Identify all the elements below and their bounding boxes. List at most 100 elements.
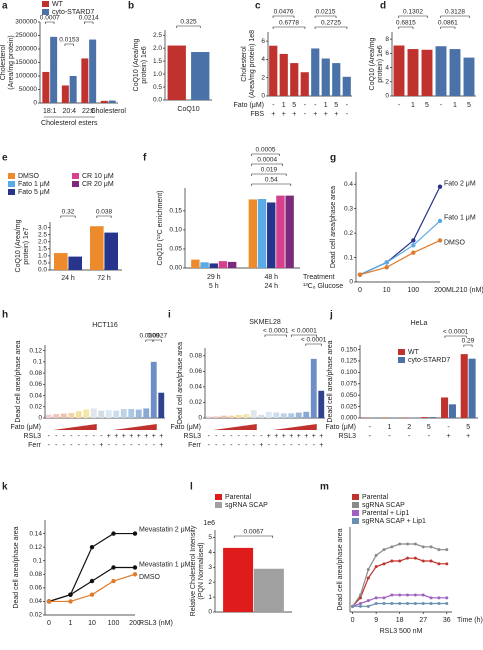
row-value: - — [260, 433, 263, 440]
point — [374, 553, 378, 557]
row-value: - — [304, 102, 307, 109]
significance-bracket — [463, 344, 473, 347]
y-tick-label: 0 — [208, 609, 212, 616]
row-value: 5 — [292, 102, 296, 109]
row-value: - — [70, 442, 73, 449]
row-value: + — [446, 433, 450, 440]
y-tick-label: 0.04 — [29, 598, 42, 605]
p-value: 0.0214 — [79, 15, 99, 22]
significance-bracket — [398, 26, 414, 29]
point — [445, 596, 449, 600]
row-value: + — [271, 111, 275, 118]
x-axis-label: Time (h) — [457, 617, 483, 624]
row-value: - — [93, 433, 96, 440]
series-label: Mevastatin 1 μM — [139, 561, 191, 568]
row-value: + — [129, 433, 133, 440]
row-value: + — [313, 111, 317, 118]
legend-swatch — [215, 494, 222, 500]
row-value: - — [208, 433, 211, 440]
x-tick-label: 100 — [108, 620, 120, 627]
row-value: - — [298, 442, 301, 449]
legend-swatch — [72, 181, 79, 187]
row-value: 29 h — [207, 274, 221, 281]
row-value: - — [398, 102, 401, 109]
p-value: 0.0004 — [257, 157, 277, 164]
y-tick-label: 1.0 — [153, 71, 162, 78]
bar — [421, 49, 433, 96]
bar — [120, 409, 127, 418]
p-value: 0.019 — [261, 167, 278, 174]
x-tick-label: 0 — [47, 620, 51, 627]
row-value: + — [319, 442, 323, 449]
bar — [228, 415, 235, 418]
row-value: - — [115, 442, 118, 449]
significance-bracket — [440, 26, 456, 29]
row-value: - — [304, 111, 307, 118]
row-value: - — [123, 442, 126, 449]
y-tick-label: 0.000 — [341, 415, 358, 422]
y-axis-label: Cholesterol — [0, 44, 7, 80]
legend-swatch — [72, 173, 79, 179]
row-value: - — [369, 424, 372, 431]
y-tick-label: 0.075 — [341, 381, 358, 388]
row-value: 5 — [334, 102, 338, 109]
y-tick-label: 1.5 — [38, 246, 47, 253]
dose-ramp — [273, 424, 317, 430]
y-tick-label: 0.125 — [341, 358, 358, 365]
row-value: - — [100, 433, 103, 440]
x-caption: RSL3 500 nM — [380, 628, 423, 635]
y-tick-label: 1.5 — [153, 58, 162, 65]
y-tick-label: 1 — [208, 594, 212, 601]
legend-swatch — [42, 9, 49, 15]
y-tick-label: 0.1 — [344, 254, 353, 261]
x-tick-label: 18:1 — [43, 108, 57, 115]
bar — [135, 409, 142, 418]
point — [358, 593, 362, 597]
bar — [285, 195, 294, 268]
row-value: + — [324, 111, 328, 118]
y-tick-label: 0.05 — [169, 246, 182, 253]
y-tick-label: 0.2 — [344, 230, 353, 237]
panel-letter: f — [143, 153, 147, 164]
legend-swatch — [352, 502, 359, 508]
row-value: + — [297, 433, 301, 440]
panel-letter: i — [168, 310, 171, 321]
y-multiplier: 1e6 — [203, 520, 215, 527]
legend-swatch — [352, 518, 359, 524]
row-value: 2 — [407, 424, 411, 431]
y-tick-label: 0.08 — [29, 370, 42, 377]
point — [382, 596, 386, 600]
x-tick-label: 10 — [88, 620, 96, 627]
point — [46, 599, 52, 604]
y-tick-label: 8 — [385, 36, 389, 43]
bar — [257, 199, 267, 268]
row-value: - — [369, 433, 372, 440]
point — [437, 218, 443, 224]
point — [421, 602, 425, 605]
point — [406, 593, 410, 597]
significance-bracket — [398, 15, 428, 18]
point — [390, 602, 394, 605]
y-tick-label: 0.08 — [29, 571, 42, 578]
dose-ramp — [213, 424, 257, 430]
significance-bracket — [176, 25, 201, 28]
point — [413, 542, 417, 546]
significance-bracket — [251, 173, 287, 176]
y-tick-label: 0.14 — [29, 530, 42, 537]
bar — [441, 397, 449, 418]
significance-bracket — [145, 339, 154, 342]
y-tick-label: 0.100 — [341, 369, 358, 376]
chart-title: HCT116 — [92, 322, 118, 329]
bar — [280, 413, 287, 418]
bar — [248, 199, 258, 268]
significance-bracket — [45, 21, 55, 24]
legend-swatch — [8, 181, 15, 187]
point — [429, 602, 433, 605]
x-axis-label: CoQ10 — [177, 106, 199, 113]
significance-bracket — [84, 21, 94, 24]
y-axis-label: CoQ10 (Area/mg — [15, 219, 22, 272]
legend-swatch — [398, 349, 405, 355]
y-tick-label: 100000 — [15, 73, 37, 80]
y-tick-label: 0.12 — [29, 544, 42, 551]
bar — [50, 36, 58, 103]
